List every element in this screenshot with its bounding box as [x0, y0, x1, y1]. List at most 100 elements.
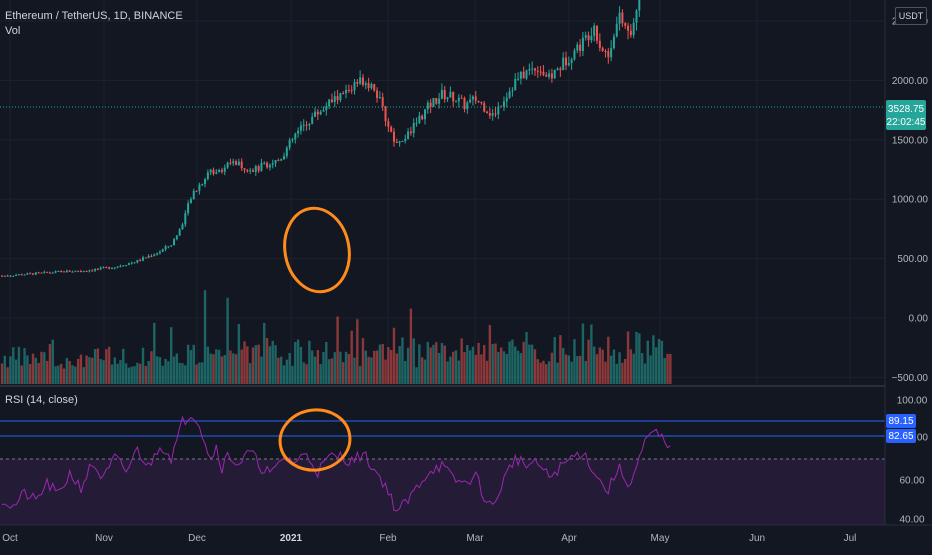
candle — [237, 158, 240, 166]
volume-bar — [311, 350, 314, 384]
volume-bar — [415, 367, 418, 384]
candle — [505, 92, 508, 108]
volume-bar — [460, 338, 463, 384]
candle — [567, 56, 570, 67]
candle — [373, 83, 376, 92]
volume-bar — [178, 362, 181, 384]
candle — [474, 90, 477, 105]
volume-bar — [277, 357, 280, 384]
candle — [322, 106, 325, 112]
volume-bar — [150, 351, 153, 384]
volume-bar — [34, 357, 38, 384]
time-tick-label: 2021 — [280, 533, 303, 544]
volume-bar — [271, 340, 274, 384]
candle — [156, 252, 159, 256]
candle — [612, 33, 615, 50]
volume-bar — [604, 361, 607, 384]
volume-bar — [88, 357, 91, 384]
time-tick-label: Mar — [466, 533, 484, 544]
volume-indicator-label[interactable]: Vol — [5, 25, 21, 37]
volume-bar — [217, 349, 221, 384]
candle — [339, 92, 342, 103]
candle — [74, 270, 77, 273]
candle — [40, 272, 43, 274]
time-tick-label: Feb — [379, 533, 397, 544]
volume-bar — [381, 344, 384, 384]
candle — [519, 71, 522, 85]
volume-bar — [519, 353, 523, 384]
candle — [319, 109, 322, 116]
price-tick-label: 500.00 — [897, 254, 928, 265]
volume-bar — [45, 360, 49, 384]
candle — [274, 159, 277, 168]
candle — [381, 92, 384, 111]
candle — [508, 87, 511, 99]
candle — [565, 51, 567, 71]
rsi-indicator-label[interactable]: RSI (14, close) — [5, 394, 78, 406]
candle — [542, 65, 545, 77]
candle — [108, 266, 111, 270]
candle — [37, 271, 40, 274]
volume-bar — [483, 345, 486, 384]
volume-bar — [240, 349, 243, 384]
volume-bar — [505, 353, 508, 384]
volume-bar — [601, 349, 604, 384]
candle — [311, 112, 314, 125]
candle — [63, 271, 66, 273]
volume-bar — [158, 357, 162, 384]
candle — [12, 275, 15, 277]
time-axis[interactable] — [0, 525, 932, 550]
volume-bar — [68, 360, 71, 384]
candle — [511, 87, 514, 97]
candle — [426, 100, 429, 114]
candle — [71, 270, 74, 273]
currency-badge[interactable]: USDT — [895, 7, 927, 25]
annotation-circle-price[interactable] — [278, 203, 356, 297]
volume-bar — [144, 365, 148, 384]
volume-bar — [60, 363, 63, 384]
volume-bar — [621, 362, 624, 384]
volume-bar — [660, 340, 664, 384]
volume-bar — [167, 361, 170, 384]
price-tick-label: −500.00 — [892, 373, 929, 384]
volume-bar — [463, 352, 466, 384]
volume-bar — [82, 367, 85, 384]
volume-bar — [471, 346, 475, 384]
volume-bar — [576, 356, 579, 384]
candle — [85, 270, 88, 272]
candle — [421, 114, 424, 121]
volume-bar — [570, 361, 573, 384]
candle — [79, 269, 82, 273]
rsi-line — [1, 415, 671, 512]
candle — [268, 163, 271, 171]
candle — [23, 274, 26, 276]
volume-bar — [488, 325, 492, 384]
volume-bar — [76, 358, 80, 384]
rsi-axis-ticks: 100.00 60.00 40.00 — [897, 396, 928, 526]
price-pane[interactable] — [0, 0, 885, 385]
volume-bar — [398, 346, 401, 384]
countdown-value: 22:02:45 — [887, 117, 926, 128]
candle — [517, 72, 520, 81]
candle — [553, 69, 556, 79]
candle — [212, 167, 215, 176]
volume-bar — [446, 361, 449, 384]
volume-bar — [350, 330, 353, 384]
candle — [209, 168, 212, 176]
volume-bar — [432, 344, 435, 384]
price-tick-label: 2000.00 — [892, 76, 929, 87]
candle — [110, 267, 113, 270]
volume-bar — [333, 352, 336, 384]
volume-bar — [127, 367, 131, 384]
annotation-circle-rsi[interactable] — [276, 405, 354, 474]
candle — [43, 270, 46, 274]
symbol-title[interactable]: Ethereum / TetherUS, 1D, BINANCE — [5, 10, 183, 22]
rsi-level-low-badge: 82.65 — [886, 429, 916, 443]
volume-bar — [440, 343, 444, 384]
volume-bar — [327, 359, 331, 384]
volume-bar — [497, 351, 500, 384]
volume-bar — [485, 360, 489, 384]
rsi-level-low-value: 82.65 — [888, 431, 913, 442]
